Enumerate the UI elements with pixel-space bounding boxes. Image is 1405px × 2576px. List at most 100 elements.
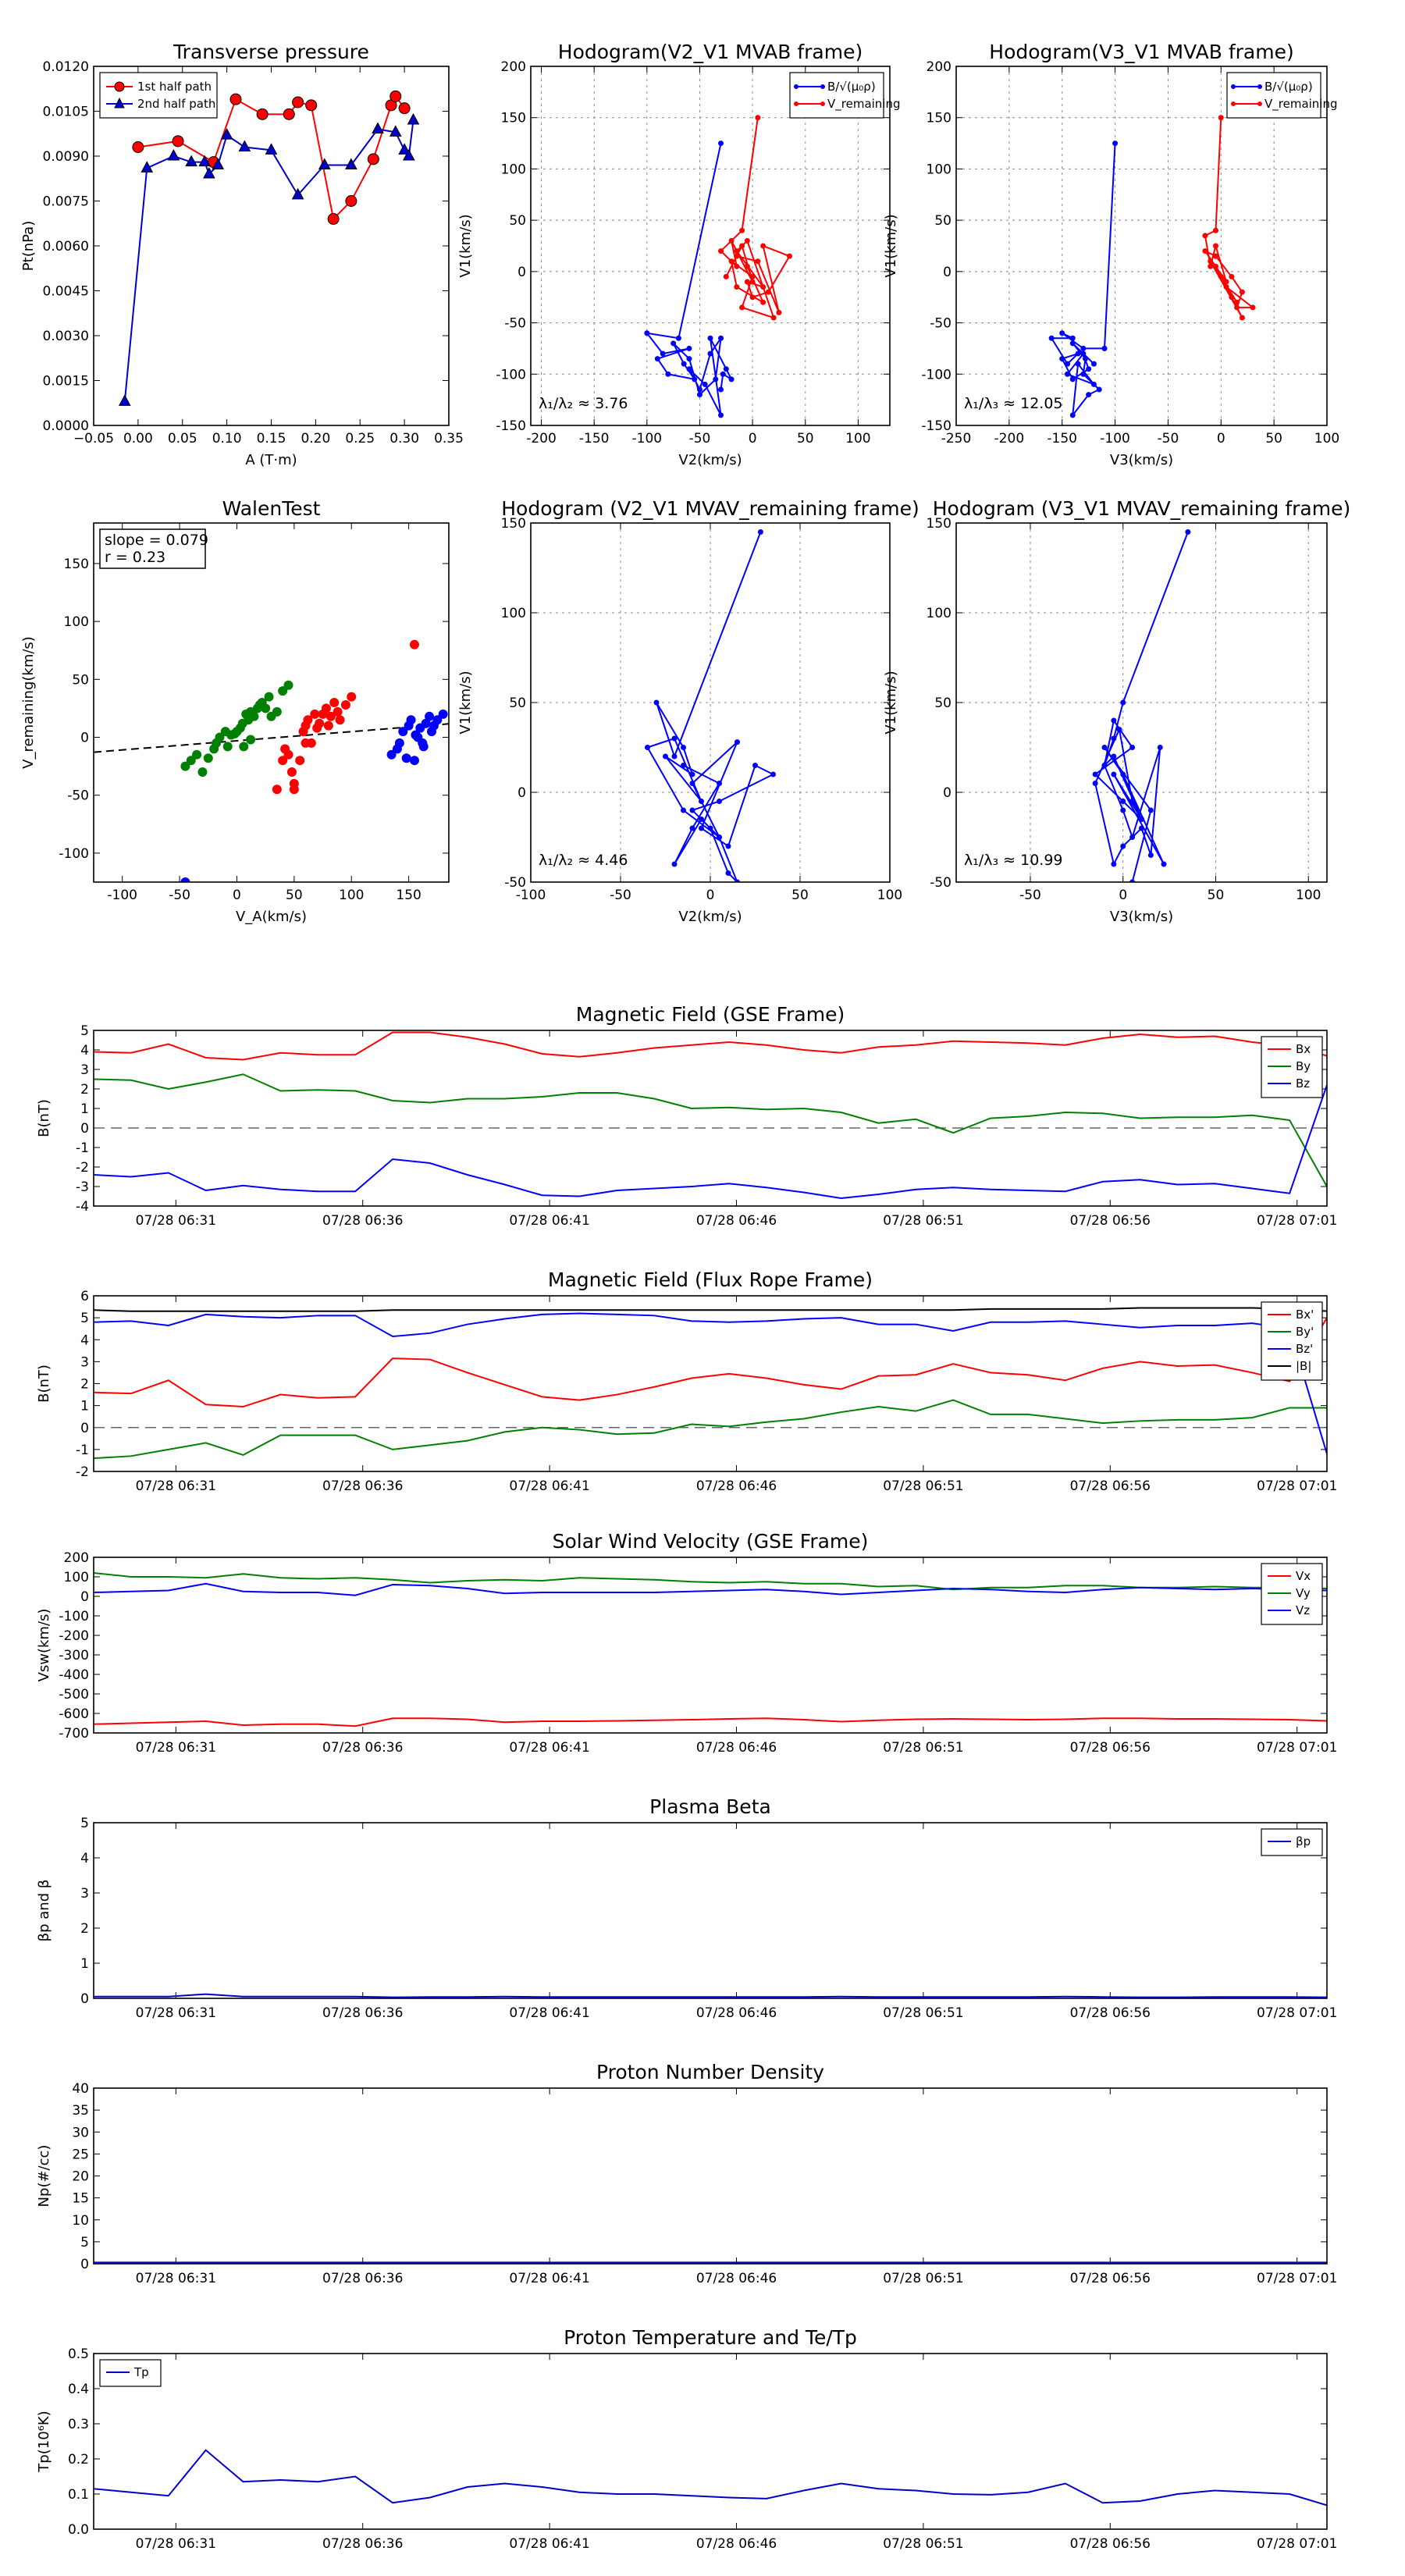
data-point <box>264 692 274 702</box>
x-tick-label: 07/28 07:01 <box>1257 2271 1337 2286</box>
y-tick-label: 10 <box>72 2213 89 2229</box>
x-tick-label: 0.30 <box>389 431 419 447</box>
y-tick-label: 0 <box>943 265 951 280</box>
legend-label: By <box>1296 1059 1311 1073</box>
data-point <box>1223 284 1229 290</box>
y-tick-label: -500 <box>59 1687 89 1703</box>
stats-box-line: slope = 0.079 <box>105 532 208 549</box>
y-axis-label: V1(km/s) <box>457 214 474 277</box>
plot-area <box>94 1307 1327 1460</box>
data-point <box>425 711 435 721</box>
data-point <box>1234 299 1240 305</box>
data-point <box>1120 807 1126 813</box>
x-tick-label: -100 <box>632 431 663 447</box>
chart-title: Hodogram (V2_V1 MVAV_remaining frame) <box>501 497 919 520</box>
x-tick-label: -50 <box>1019 888 1041 903</box>
data-point <box>681 763 686 768</box>
y-axis-label: βp and β <box>36 1880 52 1942</box>
data-point <box>398 102 411 115</box>
data-point <box>172 135 184 148</box>
data-point <box>1086 392 1092 398</box>
data-point <box>409 756 419 766</box>
y-tick-label: 100 <box>64 1570 89 1585</box>
y-tick-label: 100 <box>927 606 951 621</box>
data-point <box>239 742 249 752</box>
x-tick-label: 0.05 <box>168 431 197 447</box>
y-tick-label: 2 <box>80 1921 89 1937</box>
data-point <box>728 376 735 382</box>
data-point <box>256 108 269 120</box>
data-point <box>292 96 304 109</box>
y-tick-label: 100 <box>501 162 526 177</box>
legend-marker <box>1257 84 1262 89</box>
series-line-Bz' <box>94 1312 1327 1454</box>
x-tick-label: 07/28 06:36 <box>322 1740 403 1756</box>
data-point <box>238 140 251 151</box>
y-tick-label: 0 <box>80 1991 89 2007</box>
data-point <box>1234 304 1240 311</box>
data-point <box>401 753 411 763</box>
data-point <box>1096 386 1102 393</box>
y-tick-label: 0.4 <box>68 2382 89 2397</box>
data-point <box>1111 861 1117 867</box>
data-point <box>1218 273 1224 279</box>
data-point <box>681 361 687 367</box>
data-point <box>686 356 692 362</box>
data-point <box>265 143 278 155</box>
y-tick-label: -600 <box>59 1706 89 1722</box>
data-point <box>1111 753 1117 760</box>
data-point <box>689 781 695 786</box>
y-tick-label: 50 <box>934 213 951 229</box>
plot-area <box>1092 529 1191 882</box>
timeseries-beta: 0 1 2 3 4 5 07/28 06:31 07/28 06:36 07/28 06:41 0… <box>36 1795 1337 2021</box>
legend-label: |B| <box>1296 1359 1311 1373</box>
legend-label: βp <box>1296 1834 1311 1848</box>
data-point <box>739 227 745 233</box>
data-point <box>728 237 735 244</box>
y-tick-label: 200 <box>64 1550 89 1566</box>
data-point <box>1090 381 1097 387</box>
y-tick-label: 0.0105 <box>43 105 89 120</box>
data-point <box>734 284 740 290</box>
data-point <box>340 699 350 710</box>
data-point <box>198 155 212 167</box>
x-tick-label: 0 <box>1119 888 1127 903</box>
y-tick-label: 2 <box>80 1082 89 1098</box>
x-tick-label: 07/28 06:46 <box>696 2005 777 2021</box>
y-axis-label: B(nT) <box>36 1099 52 1137</box>
data-point <box>734 253 740 259</box>
data-point <box>699 825 704 831</box>
data-point <box>321 703 331 713</box>
data-point <box>418 742 429 752</box>
y-tick-label: 0.0015 <box>43 374 89 390</box>
y-tick-label: -1 <box>76 1140 89 1156</box>
data-point <box>1129 879 1136 882</box>
legend-marker <box>820 101 825 106</box>
y-tick-label: 100 <box>927 162 951 177</box>
data-point <box>329 698 340 707</box>
x-tick-label: -200 <box>526 431 557 447</box>
axes-frame <box>93 1030 1328 1207</box>
y-tick-label: -100 <box>496 367 526 382</box>
data-point <box>1080 350 1087 357</box>
x-tick-label: -250 <box>941 431 972 447</box>
x-tick-label: 50 <box>1208 888 1225 903</box>
x-tick-label: 07/28 06:31 <box>136 1478 216 1494</box>
data-point <box>718 141 724 147</box>
data-point <box>671 861 678 867</box>
data-point <box>402 148 415 161</box>
x-tick-label: 07/28 06:51 <box>883 1740 963 1756</box>
data-point <box>1101 763 1108 768</box>
data-point <box>325 711 336 721</box>
timeseries-vsw: -700 -600 -500 -400 -300 -200 -100 0 100 200 07/28… <box>36 1530 1337 1756</box>
x-tick-label: -50 <box>169 888 190 903</box>
x-tick-label: 07/28 06:51 <box>883 2271 963 2286</box>
data-point <box>295 756 305 766</box>
data-point <box>671 735 678 742</box>
data-point <box>1213 253 1218 259</box>
data-point <box>1208 258 1214 265</box>
x-tick-label: 07/28 06:51 <box>883 2536 963 2552</box>
data-point <box>696 386 702 393</box>
x-tick-label: 07/28 06:41 <box>509 1478 589 1494</box>
y-tick-label: -2 <box>76 1160 89 1176</box>
